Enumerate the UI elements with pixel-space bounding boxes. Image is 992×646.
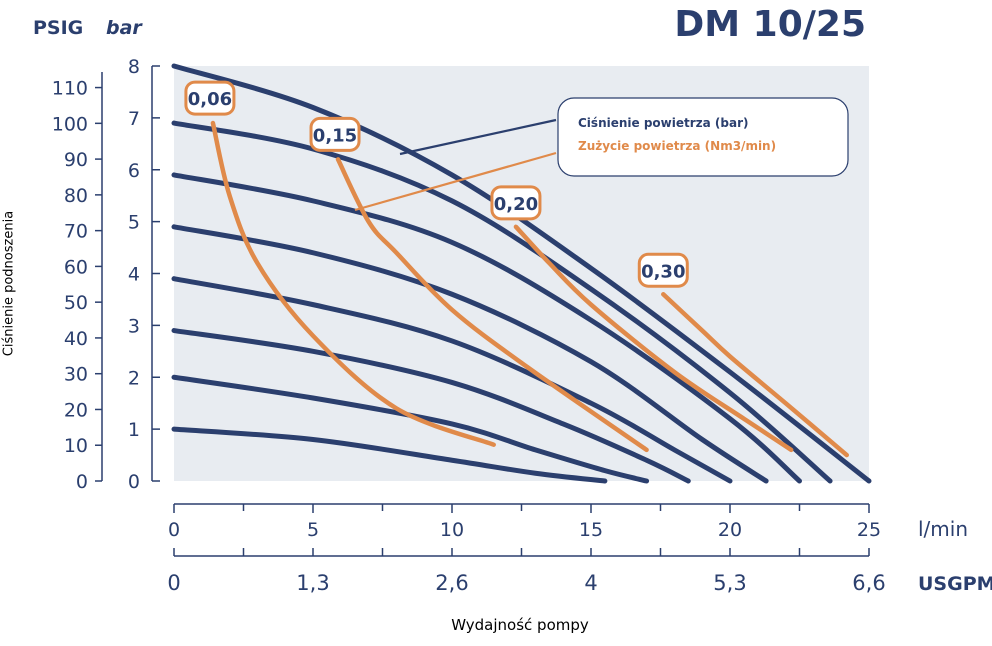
tick-label-psig-5: 50 — [64, 292, 88, 314]
consumption-curve-0 — [210, 120, 496, 447]
tick-label-lmin-1: 5 — [307, 519, 319, 541]
tick-label-bar-3: 3 — [128, 315, 140, 337]
tick-label-psig-0: 0 — [76, 471, 88, 493]
tick-label-bar-6: 6 — [128, 160, 140, 182]
consumption-badge-1 — [309, 116, 361, 152]
tick-label-usgpm-0: 0 — [167, 571, 180, 595]
pressure-curve-4 — [171, 276, 733, 484]
chart-title: DM 10/25 — [674, 4, 866, 45]
legend: Ciśnienie powietrza (bar) Zużycie powiet… — [354, 97, 849, 212]
tick-label-bar-1: 1 — [128, 419, 140, 441]
pressure-curve-5 — [171, 328, 691, 484]
tick-label-bar-8: 8 — [128, 56, 140, 78]
tick-label-lmin-5: 25 — [857, 519, 881, 541]
tick-label-psig-7: 70 — [64, 221, 88, 243]
axes — [95, 65, 870, 557]
consumption-badge-label-2: 0,20 — [494, 194, 538, 215]
pressure-curves — [171, 63, 872, 484]
tick-label-lmin-4: 20 — [718, 519, 742, 541]
tick-label-bar-2: 2 — [128, 367, 140, 389]
tick-label-lmin-3: 15 — [579, 519, 603, 541]
legend-box — [557, 97, 849, 177]
tick-label-usgpm-4: 5,3 — [713, 571, 746, 595]
consumption-badge-2 — [490, 185, 542, 221]
tick-label-psig-1: 10 — [64, 435, 88, 457]
consumption-curve-1 — [335, 157, 649, 453]
consumption-badge-label-0: 0,06 — [188, 89, 232, 110]
consumption-badge-0 — [184, 80, 236, 116]
tick-label-psig-6: 60 — [64, 256, 88, 278]
consumption-badges: 0,06 0,15 0,20 0,30 — [184, 80, 689, 288]
tick-label-usgpm-2: 2,6 — [435, 571, 468, 595]
x-unit-lmin: l/min — [918, 517, 968, 541]
consumption-curve-2 — [513, 224, 794, 453]
tick-label-psig-4: 40 — [64, 328, 88, 350]
tick-label-bar-4: 4 — [128, 264, 140, 286]
pressure-curve-2 — [171, 172, 802, 484]
y-axis-title: Ciśnienie podnoszenia — [1, 210, 17, 357]
tick-label-bar-7: 7 — [128, 108, 140, 130]
pressure-curve-6 — [171, 374, 650, 484]
x-axis-title: Wydajność pompy — [451, 616, 589, 634]
tick-label-bar-0: 0 — [128, 471, 140, 493]
y-unit-psig: PSIG — [33, 17, 83, 39]
x-unit-usgpm: USGPM — [918, 573, 992, 595]
tick-label-psig-2: 20 — [64, 399, 88, 421]
tick-label-psig-11: 110 — [52, 78, 88, 100]
tick-label-usgpm-5: 6,6 — [852, 571, 885, 595]
tick-label-psig-3: 30 — [64, 364, 88, 386]
consumption-curves — [210, 120, 850, 458]
legend-consumption-label: Zużycie powietrza (Nm3/min) — [578, 139, 776, 153]
tick-label-bar-5: 5 — [128, 212, 140, 234]
consumption-badge-label-1: 0,15 — [313, 125, 357, 146]
consumption-badge-3 — [637, 252, 689, 288]
pressure-curve-1 — [171, 120, 833, 484]
pressure-curve-7 — [171, 426, 608, 484]
legend-consumption-pointer — [354, 151, 557, 212]
y-unit-bar: bar — [106, 17, 143, 39]
tick-label-usgpm-3: 4 — [584, 571, 597, 595]
legend-pressure-pointer — [399, 118, 557, 156]
tick-label-lmin-2: 10 — [440, 519, 464, 541]
consumption-badge-label-3: 0,30 — [641, 261, 685, 282]
legend-pressure-label: Ciśnienie powietrza (bar) — [578, 116, 749, 130]
pressure-curve-0 — [171, 63, 872, 484]
tick-label-psig-9: 90 — [64, 149, 88, 171]
consumption-curve-3 — [661, 292, 850, 458]
tick-label-psig-8: 80 — [64, 185, 88, 207]
pressure-curve-3 — [171, 224, 769, 484]
tick-label-lmin-0: 0 — [168, 519, 180, 541]
tick-label-psig-10: 100 — [52, 113, 88, 135]
tick-label-usgpm-1: 1,3 — [296, 571, 329, 595]
